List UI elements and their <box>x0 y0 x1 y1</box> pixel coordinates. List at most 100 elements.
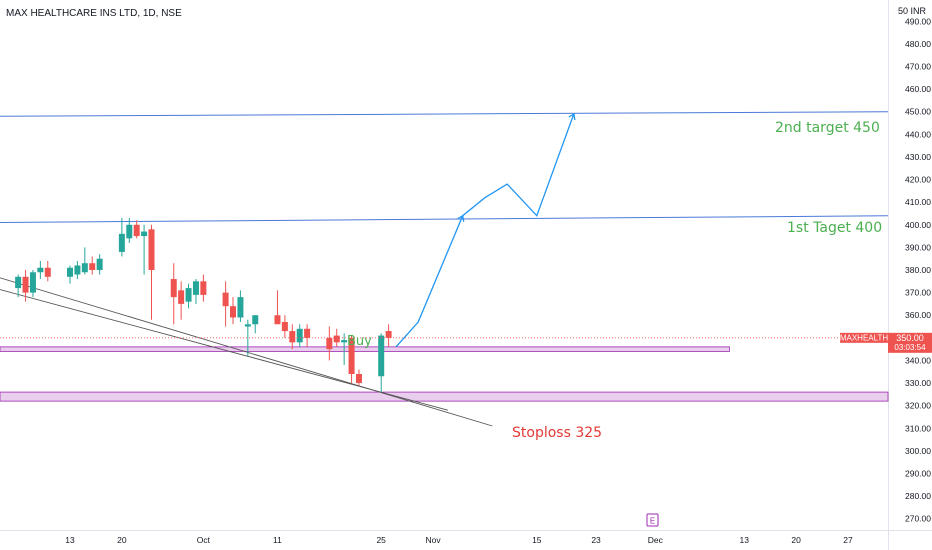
price-tag-ticker: MAXHEALTH <box>840 333 889 342</box>
candle-body <box>74 265 81 275</box>
y-tick-label: 480.00 <box>905 39 931 49</box>
candle-body <box>192 281 199 295</box>
x-tick-label: 20 <box>117 535 127 545</box>
x-tick-label: 13 <box>65 535 75 545</box>
wedge-line <box>0 289 449 411</box>
y-tick-label: 360.00 <box>905 310 931 320</box>
earnings-marker-box[interactable] <box>646 513 659 527</box>
y-axis-ticks: 490.00 480.00 470.00 460.00 450.00 440.00 430.… <box>905 16 931 523</box>
y-tick-label: 450.00 <box>905 107 931 117</box>
candle-body <box>237 297 244 318</box>
candle-body <box>244 324 251 327</box>
y-tick-label: 420.00 <box>905 175 931 185</box>
x-tick-label: 25 <box>376 535 386 545</box>
stoploss-annotation: Stoploss 325 <box>512 425 602 441</box>
candle-body <box>141 231 148 237</box>
price-tag-value-bg <box>888 332 932 353</box>
candle-body <box>274 315 281 325</box>
candle-body <box>22 276 29 293</box>
earnings-marker[interactable]: E <box>646 513 659 527</box>
y-tick-label: 440.00 <box>905 129 931 139</box>
candle-body <box>326 337 333 350</box>
y-tick-label: 400.00 <box>905 220 931 230</box>
candle-body <box>200 281 207 295</box>
candle-body <box>185 288 192 302</box>
projection-path <box>395 113 575 348</box>
candle-body <box>67 267 73 277</box>
price-projection <box>395 112 576 348</box>
price-tag-price: 350.00 <box>896 333 924 343</box>
x-tick-label: Dec <box>648 535 664 545</box>
candle-body <box>37 267 44 273</box>
x-tick-label: 13 <box>740 535 750 545</box>
candle-body <box>89 263 96 270</box>
support-zone <box>0 346 730 352</box>
support-zone <box>0 391 889 402</box>
y-tick-label: 490.00 <box>905 16 931 26</box>
projection-arrowhead <box>457 214 465 222</box>
y-tick-label: 290.00 <box>905 468 931 478</box>
y-tick-label: 460.00 <box>905 84 931 94</box>
candle-body <box>96 258 103 270</box>
candle-body <box>178 290 185 304</box>
candle-body <box>281 322 288 332</box>
y-tick-label: 410.00 <box>905 197 931 207</box>
candle-body <box>222 292 229 307</box>
symbol-title: MAX HEALTHCARE INS LTD, 1D, NSE <box>6 8 182 19</box>
candle-body <box>230 306 237 318</box>
candle-body <box>81 263 88 273</box>
x-tick-label: 20 <box>791 535 801 545</box>
price-tag: MAXHEALTH 350.00 03:03:54 <box>840 332 932 353</box>
candle-body <box>29 272 36 293</box>
x-tick-label: 15 <box>532 535 542 545</box>
candlesticks <box>15 218 392 393</box>
y-tick-label: 470.00 <box>905 62 931 72</box>
target2-annotation: 2nd target 450 <box>775 120 880 136</box>
candle-body <box>348 337 355 374</box>
candle-body <box>304 328 311 338</box>
projection-arrowhead <box>568 112 576 121</box>
candle-body <box>170 279 177 298</box>
price-tag-countdown: 03:03:54 <box>894 343 926 352</box>
candle-body <box>385 331 392 338</box>
earnings-marker-label: E <box>650 517 655 526</box>
candle-body <box>15 276 22 289</box>
target-level-line <box>0 111 889 117</box>
x-tick-label: Oct <box>197 535 211 545</box>
y-tick-label: 340.00 <box>905 355 931 365</box>
x-tick-label: 23 <box>591 535 601 545</box>
x-tick-label: Nov <box>426 535 442 545</box>
x-axis-ticks: 13 20 Oct 11 25 Nov 15 23 Dec 13 20 27 <box>65 535 853 545</box>
candle-body <box>126 224 133 239</box>
candle-body <box>333 335 340 343</box>
candle-body <box>296 328 303 343</box>
candle-body <box>44 267 51 277</box>
currency-label: 50 INR <box>898 6 927 16</box>
y-tick-label: 300.00 <box>905 446 931 456</box>
y-tick-label: 320.00 <box>905 401 931 411</box>
y-tick-label: 280.00 <box>905 491 931 501</box>
y-tick-label: 380.00 <box>905 265 931 275</box>
target-level-line <box>0 215 889 224</box>
candle-body <box>341 340 348 343</box>
candle-body <box>378 335 385 377</box>
target1-annotation: 1st Taget 400 <box>787 220 882 236</box>
candle-body <box>355 374 362 384</box>
buy-annotation: Buy <box>347 334 372 349</box>
support-zones <box>0 346 889 402</box>
y-tick-label: 310.00 <box>905 423 931 433</box>
candle-body <box>148 229 155 270</box>
y-tick-label: 430.00 <box>905 152 931 162</box>
x-tick-label: 11 <box>273 535 282 545</box>
candle-body <box>118 233 125 252</box>
x-tick-label: 27 <box>843 535 853 545</box>
y-tick-label: 330.00 <box>905 378 931 388</box>
candle-body <box>133 224 140 237</box>
target-levels <box>0 111 889 224</box>
candle-body <box>289 331 296 343</box>
y-tick-label: 370.00 <box>905 288 931 298</box>
y-tick-label: 390.00 <box>905 242 931 252</box>
price-tag-ticker-bg <box>840 332 888 343</box>
candle-body <box>252 315 259 325</box>
